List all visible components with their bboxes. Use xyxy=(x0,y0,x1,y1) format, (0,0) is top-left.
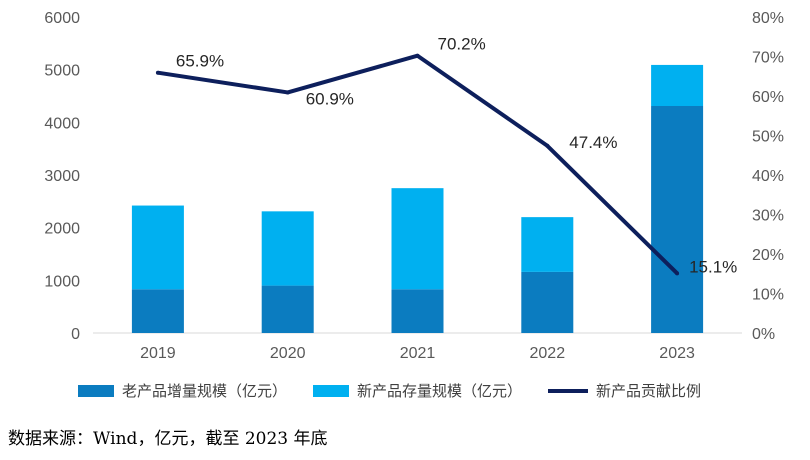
line-series: 65.9% 60.9% 70.2% 47.4% 15.1% xyxy=(155,35,737,276)
left-axis-ticks: 0 1000 2000 3000 4000 5000 6000 xyxy=(44,10,80,343)
left-axis-tick-label: 6000 xyxy=(44,10,80,27)
bar-series xyxy=(131,64,704,333)
left-axis-tick-label: 5000 xyxy=(44,63,80,80)
legend-label-old-products: 老产品增量规模（亿元） xyxy=(122,382,288,400)
x-axis-tick-label: 2022 xyxy=(530,345,566,362)
bar-old-products-2023 xyxy=(651,106,704,333)
contribution-point xyxy=(545,143,550,148)
x-axis-ticks: 2019 2020 2021 2022 2023 xyxy=(140,345,695,362)
contribution-data-label: 15.1% xyxy=(689,257,737,276)
legend-swatch-old-products xyxy=(78,384,114,397)
bar-new-products-2021 xyxy=(391,188,444,290)
legend-item-old-products: 老产品增量规模（亿元） xyxy=(78,380,287,401)
left-axis-tick-label: 4000 xyxy=(44,115,80,132)
x-axis-tick-label: 2021 xyxy=(400,345,436,362)
left-axis-tick-label: 3000 xyxy=(44,168,80,185)
right-axis-tick-label: 80% xyxy=(752,10,784,27)
contribution-point xyxy=(415,53,420,58)
x-axis-tick-label: 2023 xyxy=(659,345,695,362)
legend-item-new-products: 新产品存量规模（亿元） xyxy=(313,380,522,401)
contribution-data-label: 65.9% xyxy=(176,52,224,71)
bar-old-products-2020 xyxy=(261,285,314,333)
right-axis-tick-label: 50% xyxy=(752,129,784,146)
bar-new-products-2022 xyxy=(521,217,574,272)
bar-new-products-2023 xyxy=(651,64,704,107)
right-axis-tick-label: 40% xyxy=(752,168,784,185)
contribution-data-label: 47.4% xyxy=(569,133,617,152)
bar-old-products-2019 xyxy=(131,289,184,333)
legend-swatch-new-products xyxy=(313,384,350,397)
right-axis-ticks: 0% 10% 20% 30% 40% 50% 60% 70% 80% xyxy=(752,10,784,343)
right-axis-tick-label: 20% xyxy=(752,247,784,264)
contribution-data-label: 60.9% xyxy=(306,89,354,108)
legend-swatch-contribution xyxy=(548,388,589,393)
x-axis-tick-label: 2020 xyxy=(270,345,306,362)
right-axis-tick-label: 0% xyxy=(752,326,775,343)
right-axis-tick-label: 10% xyxy=(752,287,784,304)
bar-old-products-2021 xyxy=(391,289,444,333)
right-axis-tick-label: 60% xyxy=(752,89,784,106)
left-axis-tick-label: 1000 xyxy=(44,273,80,290)
contribution-data-label: 70.2% xyxy=(438,35,486,54)
legend: 老产品增量规模（亿元） 新产品存量规模（亿元） 新产品贡献比例 xyxy=(78,380,727,401)
contribution-point xyxy=(155,70,160,75)
legend-label-new-products: 新产品存量规模（亿元） xyxy=(357,382,523,400)
left-axis-tick-label: 2000 xyxy=(44,221,80,238)
x-axis-tick-label: 2019 xyxy=(140,345,176,362)
legend-label-contribution: 新产品贡献比例 xyxy=(596,382,702,400)
left-axis-tick-label: 0 xyxy=(71,326,80,343)
right-axis-tick-label: 70% xyxy=(752,50,784,67)
chart: 0 1000 2000 3000 4000 5000 6000 0% 10% 20% 30% 40%… xyxy=(44,10,784,362)
source-note: 数据来源：Wind，亿元，截至 2023 年底 xyxy=(8,429,328,449)
legend-item-contribution: 新产品贡献比例 xyxy=(548,380,701,401)
right-axis-tick-label: 30% xyxy=(752,208,784,225)
bar-old-products-2022 xyxy=(521,271,574,333)
contribution-point xyxy=(285,90,290,95)
contribution-point xyxy=(675,271,680,276)
bar-new-products-2019 xyxy=(131,205,184,290)
bar-new-products-2020 xyxy=(261,211,314,286)
